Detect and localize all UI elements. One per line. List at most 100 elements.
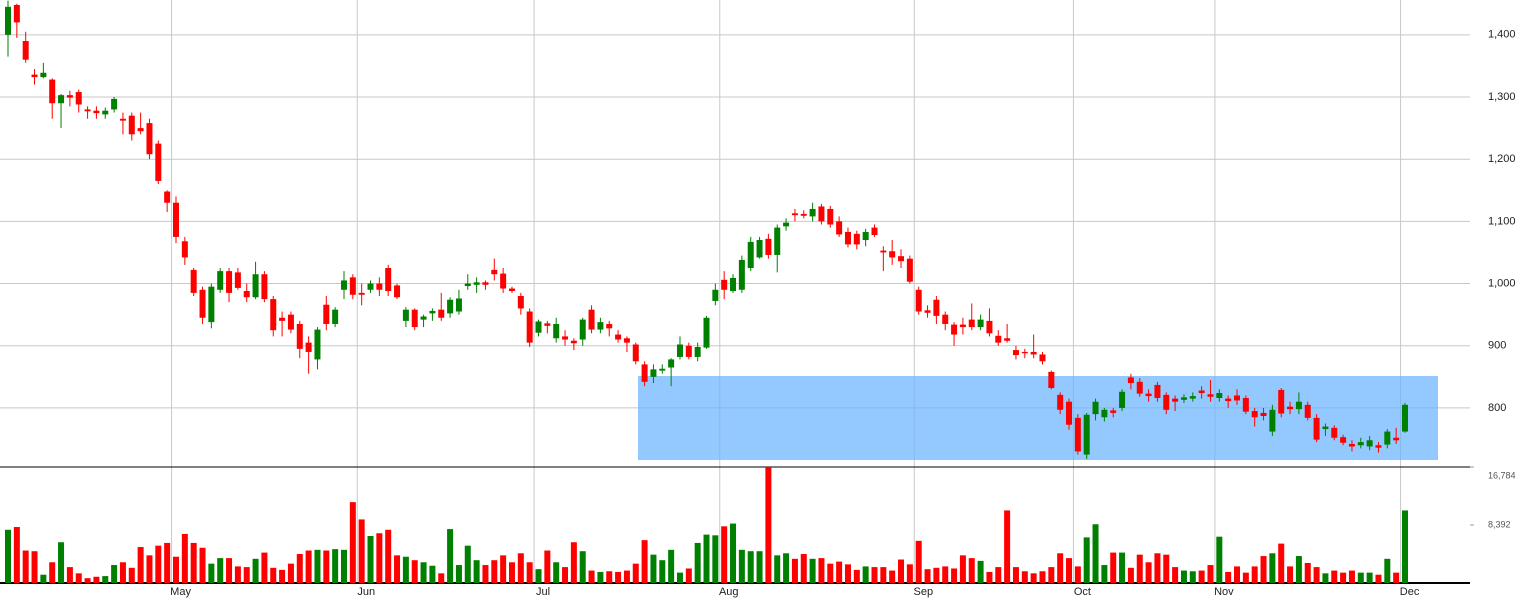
volume-bar (959, 555, 966, 583)
candle-body (588, 309, 595, 330)
candle-body (332, 309, 339, 324)
volume-bar (1331, 570, 1338, 583)
volume-bar (1295, 556, 1302, 583)
volume-bar (455, 565, 462, 583)
candle-body (473, 282, 480, 285)
volume-bar (836, 561, 843, 583)
volume-bar (128, 567, 135, 583)
candle-body (1260, 412, 1267, 417)
volume-bar (1384, 558, 1391, 583)
y-tick-label: 800 (1488, 402, 1506, 414)
candle-body (438, 309, 445, 318)
candle-body (1384, 431, 1391, 445)
volume-bar (5, 529, 11, 583)
candle-body (1295, 401, 1302, 410)
candle-body (615, 334, 622, 340)
candle-body (1030, 351, 1037, 355)
volume-bar (199, 547, 206, 583)
candle-body (1012, 350, 1019, 356)
candle-body (22, 41, 29, 60)
volume-bar (597, 571, 604, 583)
volume-bar (986, 571, 993, 583)
volume-bar (1216, 536, 1223, 583)
volume-bar (747, 551, 754, 583)
volume-bar (650, 554, 657, 583)
volume-bar (1119, 552, 1126, 583)
volume-bar (1393, 572, 1400, 583)
candle-body (464, 283, 471, 287)
candle-body (818, 206, 825, 222)
candle-body (1348, 443, 1355, 447)
candle-body (747, 241, 754, 269)
candle-body (1331, 427, 1338, 438)
candle-body (429, 310, 436, 314)
volume-bar (535, 569, 542, 583)
candle-body (791, 213, 798, 216)
volume-bar (84, 578, 91, 583)
y-tick-label: 1,100 (1488, 215, 1516, 227)
candle-body (606, 323, 613, 329)
candle-body (1127, 377, 1134, 384)
plot (0, 0, 1474, 583)
volume-bar (1402, 510, 1408, 583)
candle-body (1269, 409, 1276, 432)
candle-body (155, 143, 162, 181)
volume-bar (1012, 567, 1019, 583)
y-tick-label: 1,000 (1488, 277, 1516, 289)
candle-body (924, 310, 931, 313)
candle-body (305, 342, 312, 352)
candle-body (385, 268, 392, 292)
candle-body (800, 213, 807, 216)
volume-bar (1127, 567, 1134, 583)
volume-bar (234, 566, 241, 583)
candle-body (5, 6, 11, 35)
volume-bar (137, 547, 144, 583)
candle-body (58, 95, 65, 104)
volume-bar (491, 560, 498, 583)
candle-body (597, 322, 604, 330)
candle-body (1074, 417, 1081, 452)
volume-bar (1260, 556, 1267, 583)
volume-bar (49, 562, 56, 583)
volume-bar (1269, 553, 1276, 583)
volume-bar (844, 564, 851, 583)
candle-body (296, 323, 303, 349)
candle-body (650, 369, 657, 377)
volume-bar (464, 545, 471, 583)
candle-body (482, 282, 489, 285)
volume-bar (553, 562, 560, 583)
volume-bar (1083, 537, 1090, 583)
candle-body (199, 289, 206, 318)
candle-body (31, 74, 38, 78)
candle-body (623, 338, 630, 343)
volume-bar (226, 558, 233, 583)
candle-body (1366, 440, 1373, 447)
candle-body (367, 283, 374, 290)
volume-bar (13, 527, 20, 583)
candle-body (270, 299, 277, 331)
volume-bar (1287, 566, 1294, 583)
volume-bar (615, 571, 622, 583)
candle-body (1083, 414, 1090, 455)
candle-body (1057, 394, 1064, 410)
volume-bar (968, 558, 975, 583)
candle-body (1402, 404, 1408, 432)
candle-body (1251, 411, 1258, 418)
volume-bar (1172, 567, 1179, 583)
candle-body (314, 329, 321, 360)
candle-body (668, 359, 675, 368)
volume-bar (22, 550, 29, 583)
volume-bar (296, 553, 303, 583)
candle-body (394, 285, 401, 298)
volume-bar (340, 549, 347, 583)
candle-body (1119, 391, 1126, 408)
candle-body (137, 128, 144, 132)
candle-body (234, 272, 241, 288)
volume-bar (181, 533, 188, 583)
candle-body (738, 259, 745, 290)
candle-body (40, 72, 47, 78)
candle-body (1145, 393, 1152, 397)
volume-bar (1189, 571, 1196, 583)
volume-bar (1154, 553, 1161, 583)
